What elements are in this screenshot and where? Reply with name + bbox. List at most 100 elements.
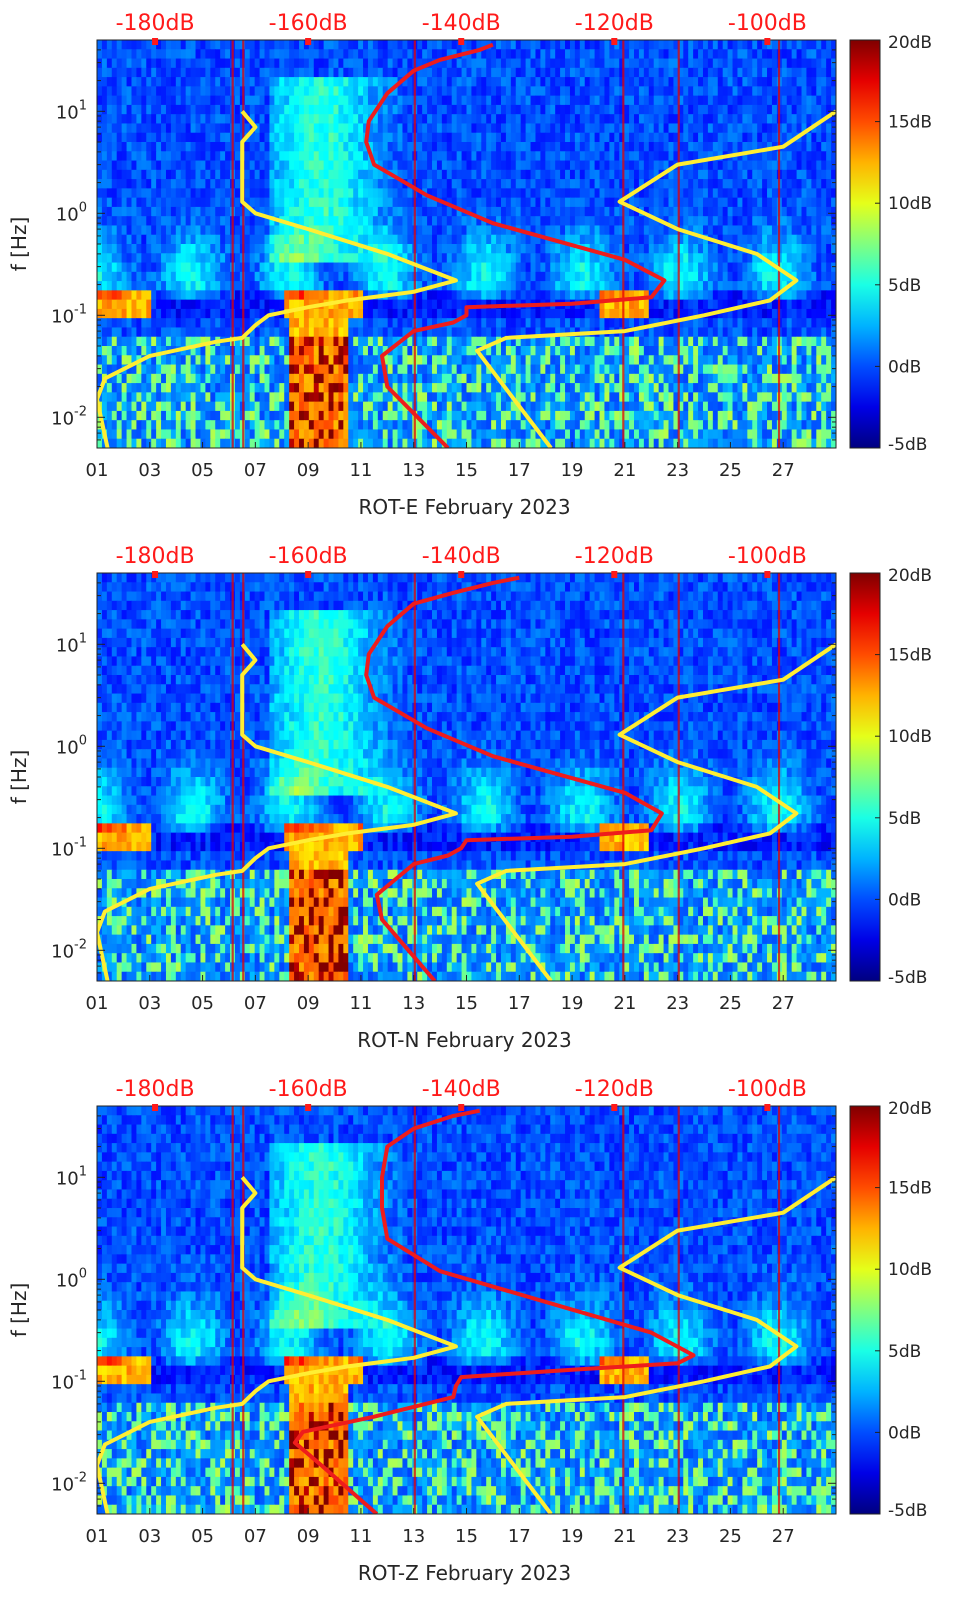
y-tick-label: 101 [56, 631, 87, 656]
colorbar-tick-label: 5dB [888, 1342, 921, 1362]
top-tick-mark [764, 571, 770, 578]
top-tick-mark [611, 571, 617, 578]
y-axis-label: f [Hz] [7, 1283, 31, 1338]
x-axis-label: ROT-E February 2023 [358, 495, 570, 519]
top-tick-mark [764, 38, 770, 45]
top-db-tick-label: -160dB [269, 544, 348, 569]
colorbar-tick-label: 0dB [888, 357, 921, 377]
x-axis-label: ROT-N February 2023 [357, 1028, 571, 1052]
x-tick-label: 09 [297, 460, 320, 481]
top-db-tick-label: -120dB [575, 11, 654, 36]
colorbar-tick-label: 15dB [888, 646, 932, 666]
x-tick-label: 03 [138, 460, 161, 481]
x-tick-label: 15 [455, 1526, 478, 1547]
x-tick-label: 15 [455, 993, 478, 1014]
top-tick-mark [305, 571, 311, 578]
y-axis-label: f [Hz] [7, 750, 31, 805]
x-tick-label: 01 [86, 1526, 109, 1547]
x-tick-label: 09 [297, 993, 320, 1014]
x-tick-label: 03 [138, 1526, 161, 1547]
colorbar-tick-label: 20dB [888, 33, 932, 53]
top-tick-mark [611, 1104, 617, 1111]
y-tick-label: 10-2 [51, 937, 87, 962]
y-tick-label: 10-1 [51, 1368, 87, 1393]
colorbar-tick-label: 0dB [888, 1423, 921, 1443]
top-db-tick-label: -140dB [422, 544, 501, 569]
colorbar-tick-label: 10dB [888, 727, 932, 747]
x-tick-label: 05 [191, 993, 214, 1014]
x-tick-label: 27 [772, 1526, 795, 1547]
colorbar [850, 1106, 880, 1514]
x-tick-label: 07 [244, 460, 267, 481]
colorbar-tick-label: 20dB [888, 566, 932, 586]
y-tick-label: 100 [56, 1266, 87, 1291]
top-db-tick-label: -120dB [575, 1077, 654, 1102]
x-tick-label: 17 [508, 1526, 531, 1547]
colorbar-tick-label: -5dB [888, 968, 927, 988]
y-tick-label: 10-1 [51, 835, 87, 860]
top-db-tick-label: -180dB [116, 11, 195, 36]
x-tick-label: 11 [349, 1526, 372, 1547]
x-tick-label: 11 [349, 993, 372, 1014]
colorbar-tick-label: 10dB [888, 194, 932, 214]
x-tick-label: 25 [719, 993, 742, 1014]
x-tick-label: 21 [613, 460, 636, 481]
top-tick-mark [458, 38, 464, 45]
top-db-tick-label: -100dB [728, 11, 807, 36]
top-db-tick-label: -140dB [422, 11, 501, 36]
colorbar-tick-label: -5dB [888, 435, 927, 455]
colorbar [850, 40, 880, 448]
top-db-tick-label: -100dB [728, 544, 807, 569]
x-tick-label: 05 [191, 1526, 214, 1547]
y-tick-label: 10-1 [51, 302, 87, 327]
x-tick-label: 19 [561, 1526, 584, 1547]
x-tick-label: 17 [508, 460, 531, 481]
y-tick-label: 10-2 [51, 1470, 87, 1495]
x-tick-label: 11 [349, 460, 372, 481]
x-tick-label: 25 [719, 460, 742, 481]
top-db-tick-label: -140dB [422, 1077, 501, 1102]
y-tick-label: 10-2 [51, 404, 87, 429]
top-db-tick-label: -160dB [269, 11, 348, 36]
x-tick-label: 21 [613, 993, 636, 1014]
x-axis-label: ROT-Z February 2023 [358, 1561, 571, 1585]
top-tick-mark [764, 1104, 770, 1111]
top-db-tick-label: -160dB [269, 1077, 348, 1102]
x-tick-label: 19 [561, 460, 584, 481]
top-tick-mark [458, 1104, 464, 1111]
x-tick-label: 03 [138, 993, 161, 1014]
y-tick-label: 101 [56, 1164, 87, 1189]
y-tick-label: 100 [56, 200, 87, 225]
colorbar-tick-label: 15dB [888, 1179, 932, 1199]
x-tick-label: 05 [191, 460, 214, 481]
top-tick-mark [152, 571, 158, 578]
top-tick-mark [305, 38, 311, 45]
y-tick-label: 100 [56, 733, 87, 758]
x-tick-label: 23 [666, 1526, 689, 1547]
top-tick-mark [611, 38, 617, 45]
x-tick-label: 09 [297, 1526, 320, 1547]
x-tick-label: 13 [402, 460, 425, 481]
colorbar-tick-label: -5dB [888, 1501, 927, 1521]
x-tick-label: 19 [561, 993, 584, 1014]
x-tick-label: 07 [244, 993, 267, 1014]
x-tick-label: 13 [402, 993, 425, 1014]
colorbar-tick-label: 5dB [888, 276, 921, 296]
top-tick-mark [458, 571, 464, 578]
colorbar-tick-label: 5dB [888, 809, 921, 829]
x-tick-label: 23 [666, 460, 689, 481]
top-tick-mark [305, 1104, 311, 1111]
colorbar-tick-label: 20dB [888, 1099, 932, 1119]
colorbar [850, 573, 880, 981]
x-tick-label: 25 [719, 1526, 742, 1547]
top-tick-mark [152, 38, 158, 45]
top-tick-mark [152, 1104, 158, 1111]
colorbar-tick-label: 0dB [888, 890, 921, 910]
x-tick-label: 01 [86, 993, 109, 1014]
top-db-tick-label: -100dB [728, 1077, 807, 1102]
colorbar-tick-label: 10dB [888, 1260, 932, 1280]
x-tick-label: 27 [772, 993, 795, 1014]
